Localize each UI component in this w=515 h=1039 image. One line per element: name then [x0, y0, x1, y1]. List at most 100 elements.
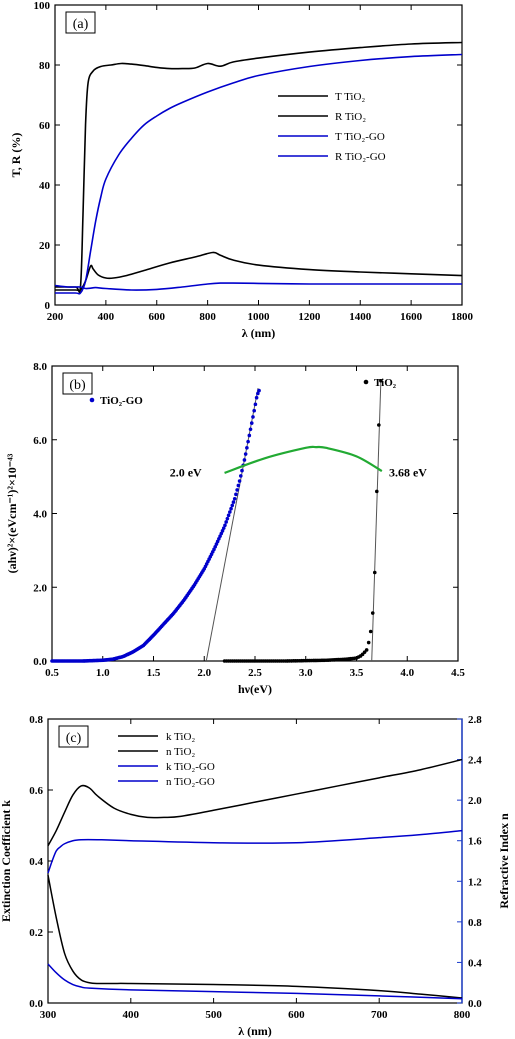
- chart-b-x-tick-label: 3.0: [299, 667, 313, 679]
- chart-c-legend-label: k TiO₂: [166, 731, 195, 743]
- chart-b-legend-label: TiO₂-GO: [100, 395, 143, 407]
- chart-b-x-tick-label: 2.0: [197, 667, 211, 679]
- chart-a-x-tick-label: 1000: [248, 311, 271, 323]
- chart-c-right-tick-label: 2.8: [468, 714, 482, 726]
- chart-a-x-tick-label: 1800: [451, 311, 474, 323]
- chart-a-legend-label: T TiO₂-GO: [335, 131, 385, 143]
- chart-c-y-tick-label: 0.4: [29, 856, 43, 868]
- chart-c-right-tick-label: 2.4: [468, 755, 482, 767]
- chart-c-legend-label: n TiO₂-GO: [166, 776, 215, 788]
- chart-a-series-line-2: [54, 53, 463, 295]
- chart-a-legend-label: T TiO₂: [335, 91, 365, 103]
- chart-b-series-0: [222, 378, 383, 663]
- chart-b-annotation-curve: [224, 445, 383, 474]
- chart-c-series-line-2: [47, 963, 463, 1000]
- chart-b-data-point: [234, 492, 238, 497]
- chart-c-x-tick-label: 300: [40, 1009, 57, 1021]
- chart-b-x-tick-label: 4.5: [451, 667, 465, 679]
- chart-b-data-point: [243, 452, 248, 456]
- chart-b-data-point: [229, 506, 233, 511]
- chart-c-x-tick-label: 500: [205, 1009, 222, 1021]
- chart-b-y-tick-label: 6.0: [33, 435, 47, 447]
- chart-b-data-point: [246, 439, 250, 444]
- chart-b-legend-label: TiO₂: [374, 377, 397, 389]
- chart-a-y-tick-label: 100: [34, 0, 51, 12]
- chart-a-x-tick-label: 200: [47, 311, 64, 323]
- chart-b-data-point: [377, 423, 381, 427]
- chart-b-x-tick-label: 2.5: [248, 667, 262, 679]
- chart-b-data-point: [368, 629, 373, 634]
- chart-c-legend-label: k TiO₂-GO: [166, 761, 215, 773]
- chart-b: 0.5 1.0 1.5 2.0 2.5 3.0 3.5 4.0 4.5 0.0 2.0 4.0 6.0 8…: [5, 361, 465, 696]
- chart-b-data-point: [230, 503, 235, 508]
- chart-c-y-tick-label: 0.0: [29, 998, 43, 1010]
- chart-a-legend-label: R TiO₂-GO: [335, 151, 386, 163]
- chart-c-x-tick-label: 400: [123, 1009, 140, 1021]
- chart-b-data-point: [252, 408, 256, 413]
- chart-a-panel-label: (a): [73, 17, 89, 32]
- chart-a-y-tick-label: 40: [39, 180, 51, 192]
- chart-b-data-point: [238, 474, 243, 478]
- chart-b-x-axis-label: hν(eV): [238, 682, 272, 696]
- chart-b-data-point: [253, 402, 258, 407]
- chart-b-data-point: [247, 433, 252, 438]
- chart-a-x-tick-label: 1600: [400, 311, 423, 323]
- chart-a-series-line-3: [54, 282, 462, 291]
- chart-a-x-tick-label: 800: [199, 311, 216, 323]
- chart-b-data-point: [223, 523, 227, 528]
- chart-b-y-axis-label: (ahν)²×(eVcm⁻¹)²×10⁻⁴³: [5, 453, 19, 573]
- chart-a-y-tick-label: 60: [39, 120, 51, 132]
- chart-b-x-tick-label: 3.5: [350, 667, 364, 679]
- chart-c-panel-label-box: [58, 725, 89, 748]
- chart-c-series-line-0: [47, 875, 463, 999]
- chart-c-right-tick-label: 0.4: [468, 957, 482, 969]
- chart-b-data-point: [236, 483, 241, 488]
- chart-b-data-point: [237, 479, 242, 483]
- chart-a-y-tick-label: 0: [45, 300, 51, 312]
- chart-c-y-axis-label: Extinction Coefficient k: [0, 800, 13, 922]
- chart-b-x-tick-label: 4.0: [400, 667, 414, 679]
- chart-a-plot-frame: [54, 4, 463, 306]
- chart-c-x-tick-label: 600: [288, 1009, 305, 1021]
- chart-b-data-point: [232, 496, 237, 501]
- chart-b-legend-marker: [89, 397, 95, 403]
- chart-b-x-tick-label: 0.5: [45, 667, 59, 679]
- chart-b-panel-label-box: [62, 372, 93, 395]
- chart-b-data-point: [375, 489, 379, 494]
- chart-c-right-tick-label: 1.2: [468, 876, 482, 888]
- chart-b-data-point: [254, 395, 259, 400]
- chart-a-x-tick-label: 1200: [298, 311, 321, 323]
- chart-c-x-tick-label: 800: [454, 1009, 471, 1021]
- chart-c-panel-label: (c): [66, 731, 82, 746]
- chart-b-annotation: 3.68 eV: [389, 466, 427, 480]
- chart-b-y-tick-label: 4.0: [33, 509, 47, 521]
- chart-b-fit-line: [205, 388, 259, 662]
- chart-a-x-tick-label: 600: [149, 311, 166, 323]
- chart-b-panel-label: (b): [69, 378, 86, 393]
- chart-b-data-point: [240, 468, 244, 473]
- chart-b-data-point: [366, 640, 371, 645]
- chart-b-data-point: [245, 446, 249, 450]
- chart-b-data-point: [370, 611, 375, 615]
- chart-b-data-point: [256, 391, 260, 396]
- chart-b-data-point: [242, 458, 247, 462]
- chart-c-x-axis-label: λ (nm): [238, 1024, 272, 1038]
- chart-b-data-point: [225, 516, 230, 521]
- chart-c-plot-frame: [47, 718, 463, 1004]
- chart-b-series-1: [50, 388, 261, 663]
- chart-c-right-tick-label: 0.8: [468, 917, 482, 929]
- chart-a-legend-label: R TiO₂: [335, 111, 366, 123]
- chart-b-data-point: [372, 570, 377, 575]
- chart-b-y-tick-label: 8.0: [33, 361, 47, 373]
- chart-b-data-point: [228, 510, 232, 514]
- chart-a-y-tick-label: 20: [39, 240, 51, 252]
- chart-a-panel-label-box: [65, 11, 96, 34]
- chart-c-right-tick-label: 1.6: [468, 836, 482, 848]
- chart-c-series-line-1: [47, 758, 463, 847]
- chart-c-right-tick-label: 2.0: [468, 795, 482, 807]
- chart-b-data-point: [224, 520, 228, 524]
- chart-b-y-tick-label: 2.0: [33, 582, 47, 594]
- chart-b-data-point: [221, 526, 226, 530]
- chart-a-series-line-0: [55, 41, 463, 294]
